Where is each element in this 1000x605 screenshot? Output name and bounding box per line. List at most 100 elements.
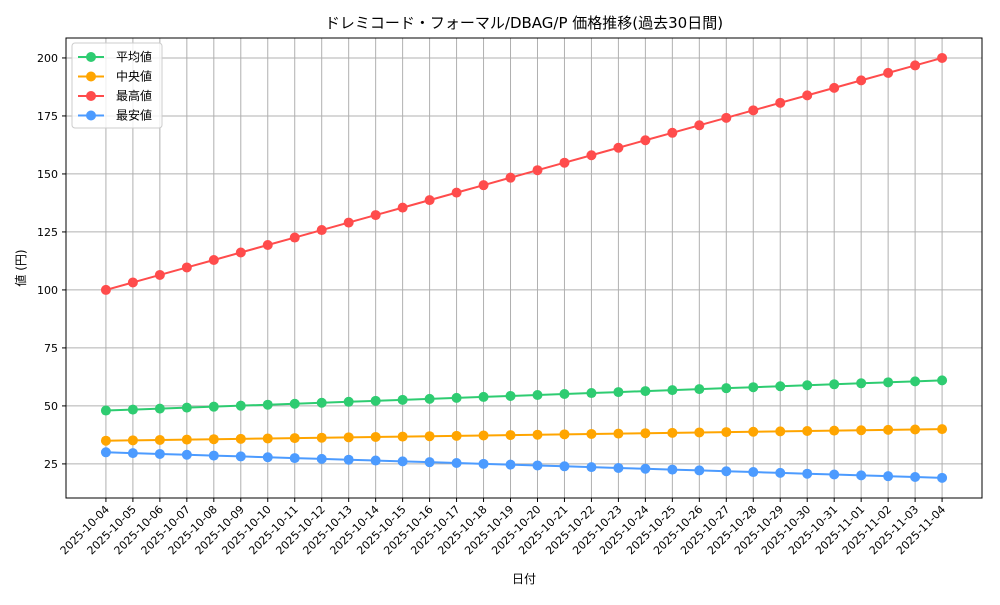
- data-point: [856, 75, 867, 86]
- data-point: [100, 284, 111, 295]
- data-point: [613, 142, 624, 153]
- data-point: [370, 395, 381, 406]
- data-point: [181, 434, 192, 445]
- data-point: [721, 112, 732, 123]
- data-point: [424, 457, 435, 468]
- y-tick-label: 150: [37, 168, 58, 181]
- data-point: [478, 391, 489, 402]
- data-point: [775, 426, 786, 437]
- data-point: [667, 464, 678, 475]
- legend-box: [71, 42, 163, 129]
- data-point: [748, 426, 759, 437]
- data-point: [478, 458, 489, 469]
- data-point: [100, 405, 111, 416]
- data-point: [505, 172, 516, 183]
- data-point: [883, 377, 894, 388]
- data-point: [586, 462, 597, 473]
- data-point: [667, 385, 678, 396]
- data-point: [127, 448, 138, 459]
- data-point: [316, 397, 327, 408]
- data-point: [505, 459, 516, 470]
- data-point: [289, 433, 300, 444]
- data-point: [451, 430, 462, 441]
- data-point: [829, 82, 840, 93]
- data-point: [424, 431, 435, 442]
- data-point: [424, 393, 435, 404]
- data-point: [235, 247, 246, 258]
- data-point: [127, 277, 138, 288]
- data-point: [316, 432, 327, 443]
- data-point: [208, 434, 219, 445]
- data-point: [856, 470, 867, 481]
- data-point: [667, 127, 678, 138]
- data-point: [343, 396, 354, 407]
- data-point: [721, 383, 732, 394]
- y-axis-label: 値 (円): [13, 249, 28, 286]
- legend-marker: [86, 71, 96, 82]
- y-tick-label: 200: [37, 52, 58, 65]
- data-point: [640, 386, 651, 397]
- data-point: [586, 388, 597, 399]
- data-point: [802, 468, 813, 479]
- data-point: [937, 52, 948, 63]
- data-point: [397, 202, 408, 213]
- data-point: [316, 453, 327, 464]
- data-point: [208, 450, 219, 461]
- data-point: [370, 210, 381, 221]
- data-point: [694, 120, 705, 131]
- series-最安値: [100, 447, 948, 483]
- data-point: [235, 451, 246, 462]
- data-point: [775, 381, 786, 392]
- data-point: [181, 402, 192, 413]
- data-point: [370, 455, 381, 466]
- data-point: [235, 400, 246, 411]
- y-tick-label: 175: [37, 110, 58, 123]
- data-point: [532, 460, 543, 471]
- data-point: [910, 60, 921, 71]
- data-point: [748, 467, 759, 478]
- data-point: [154, 448, 165, 459]
- series-中央値: [100, 424, 948, 446]
- data-point: [532, 165, 543, 176]
- data-point: [343, 217, 354, 228]
- x-axis-label: 日付: [512, 572, 536, 586]
- legend-label: 平均値: [116, 49, 152, 64]
- y-tick-label: 125: [37, 226, 58, 239]
- data-point: [937, 424, 948, 435]
- data-point: [262, 452, 273, 463]
- data-point: [613, 387, 624, 398]
- data-point: [478, 180, 489, 191]
- data-point: [559, 157, 570, 168]
- data-point: [424, 195, 435, 206]
- data-point: [262, 240, 273, 251]
- data-point: [667, 427, 678, 438]
- data-point: [829, 469, 840, 480]
- data-point: [478, 430, 489, 441]
- data-point: [856, 425, 867, 436]
- data-point: [721, 466, 732, 477]
- data-point: [289, 398, 300, 409]
- data-point: [127, 404, 138, 415]
- y-tick-label: 50: [44, 400, 58, 413]
- data-point: [883, 67, 894, 78]
- data-point: [181, 262, 192, 273]
- data-point: [910, 376, 921, 387]
- data-point: [451, 392, 462, 403]
- data-point: [154, 434, 165, 445]
- data-point: [397, 394, 408, 405]
- legend-marker: [86, 52, 96, 62]
- data-point: [802, 380, 813, 391]
- series-line: [105, 428, 943, 442]
- data-point: [559, 389, 570, 400]
- data-point: [397, 456, 408, 467]
- data-point: [694, 384, 705, 395]
- data-point: [748, 105, 759, 116]
- legend-label: 最安値: [116, 108, 152, 123]
- data-point: [694, 465, 705, 476]
- data-point: [721, 427, 732, 438]
- data-point: [154, 403, 165, 414]
- data-point: [208, 401, 219, 412]
